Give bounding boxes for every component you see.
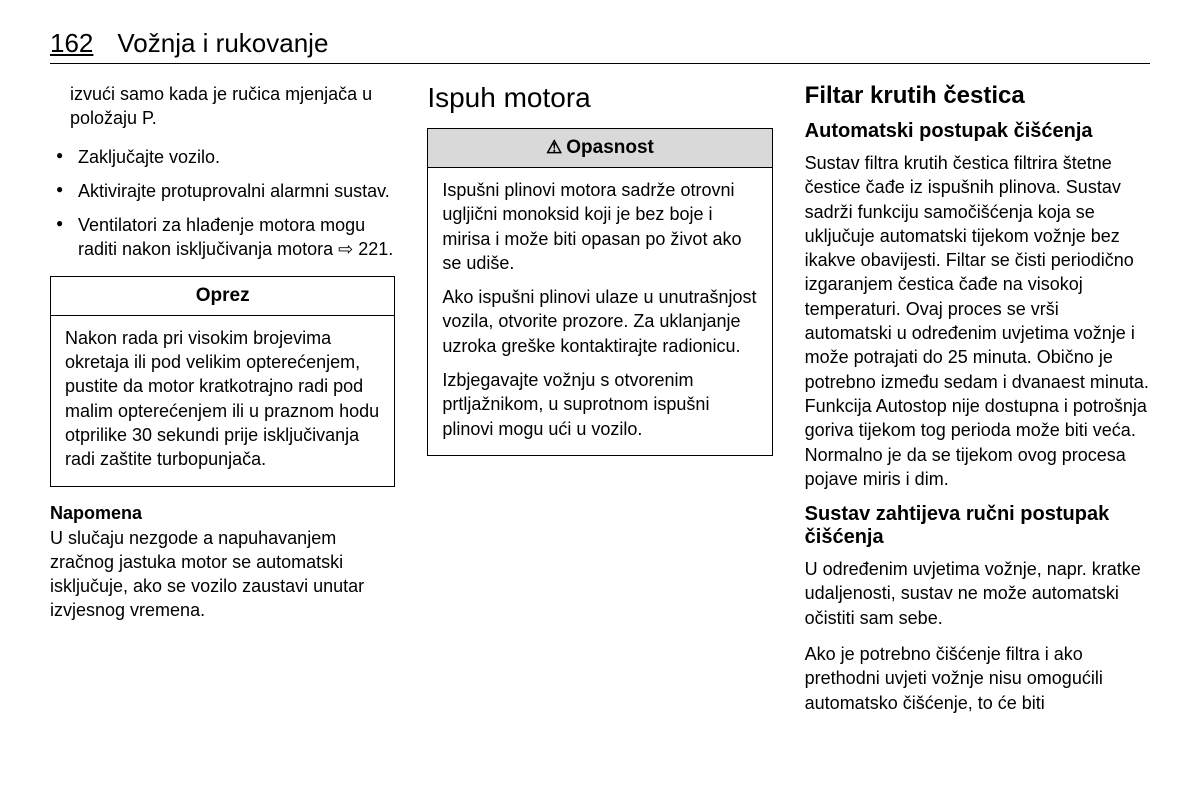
- section-heading-filter: Filtar krutih čestica: [805, 82, 1150, 110]
- list-item: Ventilatori za hlađenje motora mogu radi…: [50, 213, 395, 262]
- danger-p2: Ako ispušni plinovi ulaze u unutrašnjost…: [442, 285, 757, 358]
- danger-p1: Ispušni plinovi motora sadrže otrovni ug…: [442, 178, 757, 275]
- page-header: 162 Vožnja i rukovanje: [50, 28, 1150, 64]
- note-block: Napomena U slučaju nezgode a napuhavanje…: [50, 503, 395, 623]
- danger-title-text: Opasnost: [566, 137, 654, 158]
- bullet-list: Zaključajte vozilo. Aktivirajte protupro…: [50, 145, 395, 262]
- danger-body: Ispušni plinovi motora sadrže otrovni ug…: [428, 168, 771, 455]
- section-heading-exhaust: Ispuh motora: [427, 82, 772, 114]
- danger-p3: Izbjegavajte vožnju s otvorenim prtljažn…: [442, 368, 757, 441]
- subheading-auto-clean: Automatski postupak čišćenja: [805, 120, 1150, 143]
- danger-box: ⚠Opasnost Ispušni plinovi motora sadrže …: [427, 128, 772, 456]
- list-item: Aktivirajte protuprovalni alarmni sustav…: [50, 179, 395, 203]
- warning-icon: ⚠: [546, 137, 562, 158]
- filter-p2: U određenim uvjetima vožnje, napr. kratk…: [805, 557, 1150, 630]
- manual-page: 162 Vožnja i rukovanje izvući samo kada …: [0, 0, 1200, 735]
- filter-p1: Sustav filtra krutih čestica filtrira št…: [805, 151, 1150, 491]
- header-title: Vožnja i rukovanje: [117, 28, 328, 59]
- column-3: Filtar krutih čestica Automatski postupa…: [805, 82, 1150, 715]
- content-columns: izvući samo kada je ručica mjenjača u po…: [50, 82, 1150, 715]
- subheading-manual-clean: Sustav zahtijeva ručni postupak čišćenja: [805, 503, 1150, 549]
- continuation-text: izvući samo kada je ručica mjenjača u po…: [50, 82, 395, 131]
- column-1: izvući samo kada je ručica mjenjača u po…: [50, 82, 395, 715]
- page-number: 162: [50, 28, 93, 59]
- column-2: Ispuh motora ⚠Opasnost Ispušni plinovi m…: [427, 82, 772, 715]
- danger-title: ⚠Opasnost: [428, 129, 771, 168]
- caution-box: Oprez Nakon rada pri visokim brojevima o…: [50, 276, 395, 487]
- list-item: Zaključajte vozilo.: [50, 145, 395, 169]
- note-body: U slučaju nezgode a napuhavanjem zračnog…: [50, 526, 395, 623]
- caution-body: Nakon rada pri visokim brojevima okretaj…: [51, 316, 394, 486]
- caution-title: Oprez: [51, 277, 394, 316]
- filter-p3: Ako je potrebno čišćenje filtra i ako pr…: [805, 642, 1150, 715]
- note-title: Napomena: [50, 503, 395, 524]
